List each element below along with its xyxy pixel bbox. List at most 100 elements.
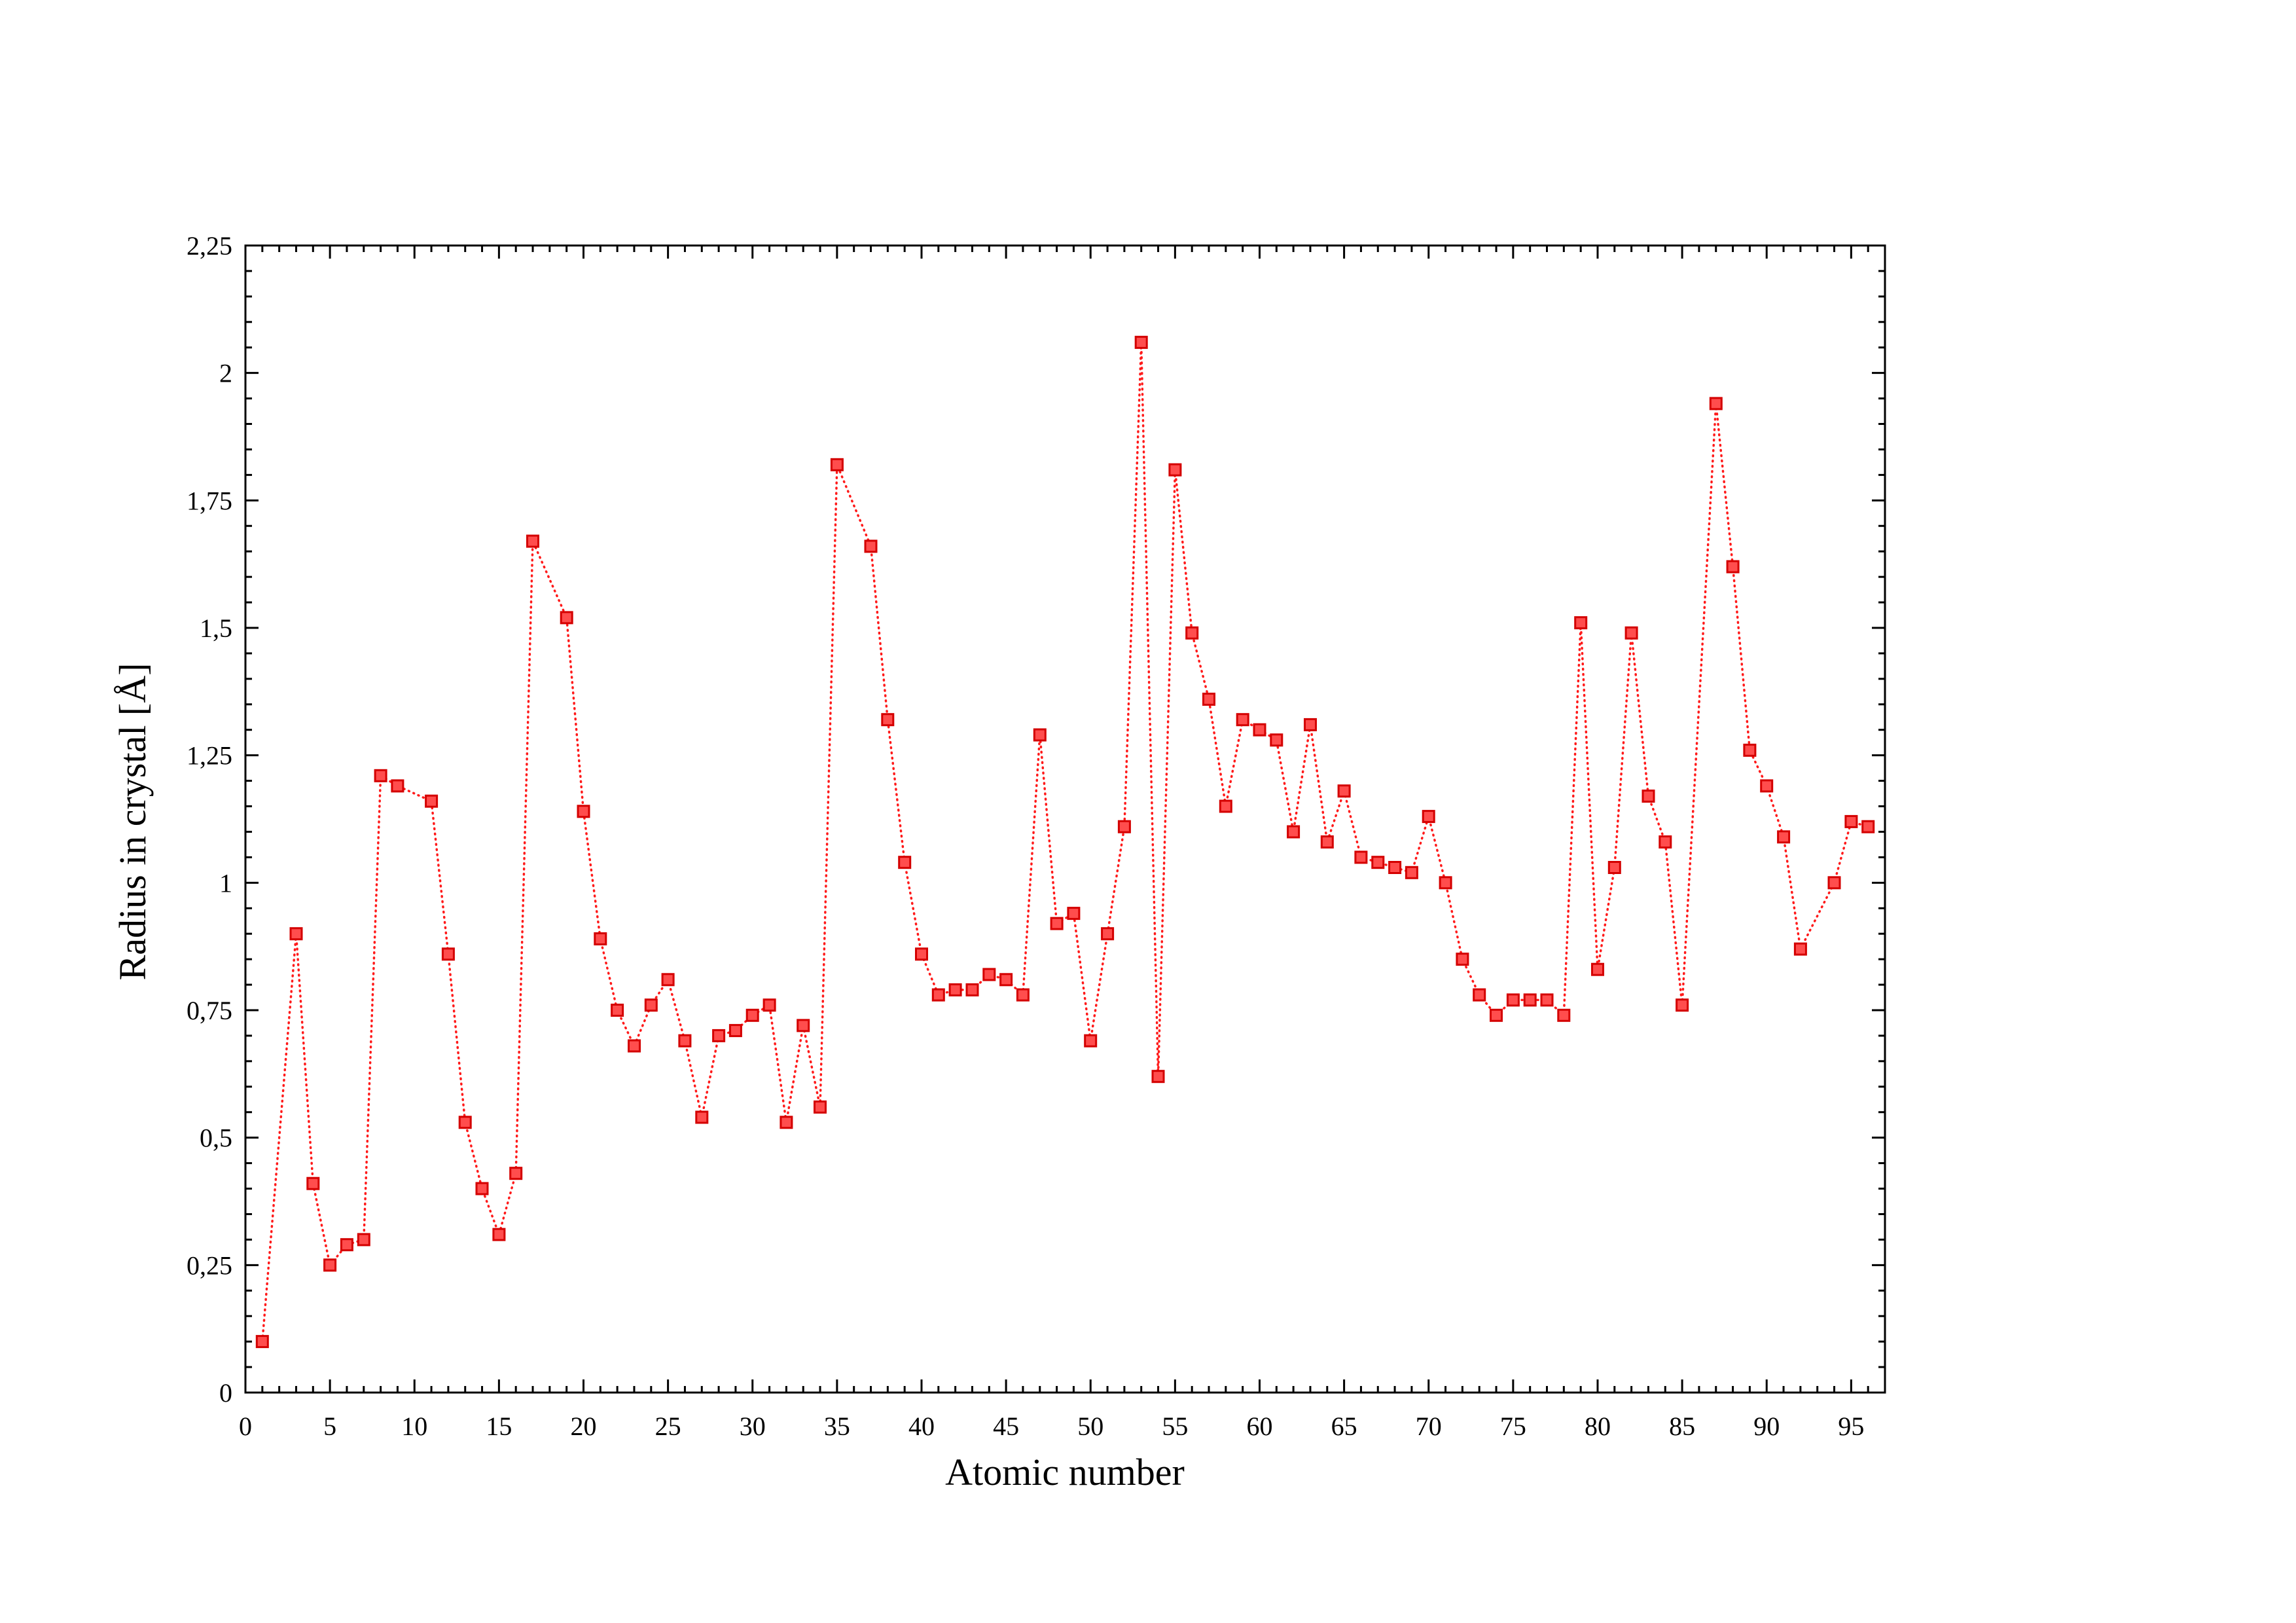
y-tick-label: 1 <box>219 868 232 898</box>
data-point <box>1641 790 1655 803</box>
data-point <box>425 794 439 808</box>
x-tick-label: 75 <box>1500 1412 1526 1441</box>
data-point <box>1726 560 1740 574</box>
data-point <box>1777 830 1791 844</box>
data-point <box>1320 835 1334 848</box>
x-axis-label: Atomic number <box>945 1451 1185 1493</box>
x-tick-label: 0 <box>239 1412 252 1441</box>
x-tick-label: 30 <box>740 1412 766 1441</box>
y-tick-label: 0,25 <box>187 1250 232 1280</box>
data-point <box>1506 993 1520 1007</box>
data-point <box>1134 335 1148 349</box>
data-point <box>898 856 912 869</box>
data-point <box>1624 626 1638 640</box>
x-tick-label: 85 <box>1669 1412 1695 1441</box>
y-tick-label: 1,5 <box>200 613 232 643</box>
data-point <box>999 973 1013 987</box>
x-tick-label: 45 <box>993 1412 1019 1441</box>
x-tick-label: 5 <box>323 1412 336 1441</box>
data-point <box>797 1019 810 1032</box>
data-point <box>1490 1008 1503 1022</box>
data-point <box>1591 962 1604 976</box>
x-tick-label: 60 <box>1246 1412 1272 1441</box>
y-tick-label: 2,25 <box>187 231 232 261</box>
data-point <box>340 1238 353 1252</box>
x-tick-label: 55 <box>1162 1412 1188 1441</box>
data-point <box>881 713 895 727</box>
x-tick-label: 70 <box>1416 1412 1442 1441</box>
data-point <box>1540 993 1554 1007</box>
data-point <box>255 1335 269 1349</box>
data-point <box>1405 866 1418 879</box>
y-tick-label: 2 <box>219 359 232 388</box>
data-point <box>1151 1070 1165 1084</box>
data-point <box>1676 998 1689 1012</box>
data-point <box>1168 463 1182 477</box>
data-point <box>1557 1008 1571 1022</box>
data-point <box>678 1034 692 1048</box>
data-point <box>1473 988 1486 1002</box>
data-point <box>1101 927 1115 941</box>
y-tick-label: 0,5 <box>200 1123 232 1153</box>
data-point <box>1236 713 1249 727</box>
data-point <box>1354 850 1368 864</box>
x-tick-label: 90 <box>1753 1412 1780 1441</box>
x-tick-label: 80 <box>1585 1412 1611 1441</box>
data-point <box>1067 907 1081 921</box>
data-point <box>982 968 996 981</box>
data-point <box>289 927 303 941</box>
x-tick-label: 10 <box>401 1412 427 1441</box>
data-point <box>1574 616 1588 630</box>
data-point <box>509 1167 523 1180</box>
data-point <box>1287 825 1300 839</box>
x-tick-label: 20 <box>570 1412 596 1441</box>
data-point <box>628 1039 641 1053</box>
data-point <box>1185 626 1199 640</box>
data-point <box>915 947 928 961</box>
series-line <box>261 342 1869 1343</box>
x-tick-label: 40 <box>908 1412 935 1441</box>
data-point <box>1253 723 1266 737</box>
data-point <box>1827 876 1841 890</box>
data-point <box>864 539 878 553</box>
x-tick-label: 15 <box>486 1412 512 1441</box>
data-point <box>1050 917 1064 930</box>
data-point <box>1607 861 1621 874</box>
data-point <box>1337 784 1351 798</box>
data-point <box>1844 814 1858 828</box>
data-point <box>374 769 387 782</box>
data-point <box>814 1100 827 1114</box>
y-tick-label: 1,25 <box>187 741 232 771</box>
data-point <box>1743 743 1757 757</box>
data-point <box>526 534 539 548</box>
data-point <box>1033 728 1047 742</box>
x-tick-label: 65 <box>1331 1412 1357 1441</box>
plot-frame <box>244 244 1886 1394</box>
data-point <box>1659 835 1672 848</box>
data-point <box>611 1004 624 1017</box>
data-point <box>458 1116 472 1129</box>
data-point <box>1422 810 1435 824</box>
data-point <box>661 973 675 987</box>
data-point <box>728 1024 742 1038</box>
data-point <box>1304 718 1317 731</box>
data-point <box>1117 820 1131 833</box>
data-point <box>1016 988 1030 1002</box>
data-point <box>1709 397 1723 410</box>
data-point <box>492 1228 506 1241</box>
data-point <box>1084 1034 1098 1048</box>
data-point <box>357 1233 370 1247</box>
data-point <box>1371 856 1385 869</box>
data-point <box>931 988 945 1002</box>
x-tick-label: 95 <box>1838 1412 1864 1441</box>
y-tick-label: 0 <box>219 1378 232 1408</box>
data-point <box>1456 953 1469 966</box>
y-tick-labels: 0 0,25 0,5 0,75 1 1,25 1,5 1,75 2 2,25 <box>187 231 232 1408</box>
data-point <box>577 805 590 818</box>
data-point <box>1202 693 1215 706</box>
data-point <box>1388 861 1402 874</box>
data-point <box>745 1008 759 1022</box>
data-point <box>948 983 962 996</box>
